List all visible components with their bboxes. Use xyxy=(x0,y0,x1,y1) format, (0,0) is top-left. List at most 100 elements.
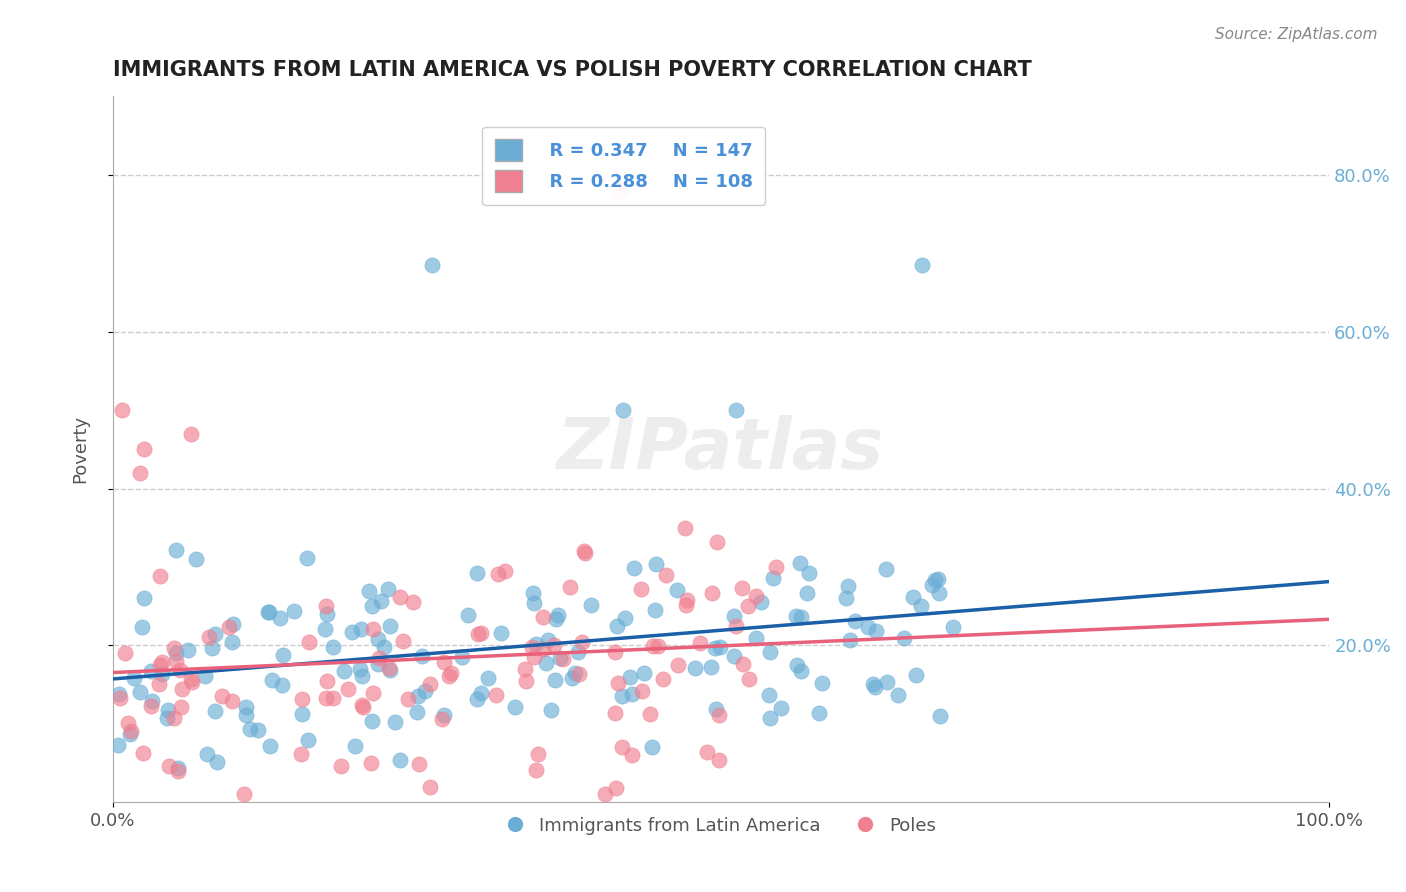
blue xyxy=(373,640,395,654)
blue xyxy=(837,579,859,593)
pink xyxy=(392,633,415,648)
pink xyxy=(114,646,136,660)
blue xyxy=(271,678,294,692)
blue xyxy=(350,669,373,683)
pink xyxy=(108,691,131,706)
blue xyxy=(523,595,546,609)
pink xyxy=(439,669,461,683)
pink xyxy=(149,657,172,672)
blue xyxy=(858,620,880,634)
blue xyxy=(641,739,664,754)
pink xyxy=(157,758,180,772)
pink xyxy=(361,622,384,636)
pink xyxy=(572,544,595,558)
blue xyxy=(543,673,565,687)
pink xyxy=(603,644,626,658)
blue xyxy=(222,617,245,632)
blue xyxy=(544,612,567,626)
blue xyxy=(333,664,356,678)
blue xyxy=(540,703,562,717)
blue xyxy=(420,258,443,272)
pink xyxy=(485,689,508,703)
pink xyxy=(350,698,373,712)
blue xyxy=(619,670,641,684)
blue xyxy=(762,571,785,585)
blue xyxy=(924,573,946,587)
pink xyxy=(696,745,718,759)
pink xyxy=(290,747,312,762)
blue xyxy=(790,609,813,624)
blue xyxy=(470,686,492,700)
blue xyxy=(796,586,818,600)
blue xyxy=(633,666,655,681)
blue xyxy=(107,688,129,702)
blue xyxy=(564,666,586,681)
blue xyxy=(239,723,262,737)
blue xyxy=(165,543,187,558)
blue xyxy=(165,646,187,660)
pink xyxy=(655,567,678,582)
blue xyxy=(413,684,436,698)
blue xyxy=(465,566,488,581)
pink xyxy=(197,630,219,644)
pink xyxy=(765,560,787,574)
blue xyxy=(221,634,243,648)
pink xyxy=(707,708,730,723)
Text: Source: ZipAtlas.com: Source: ZipAtlas.com xyxy=(1215,27,1378,42)
blue xyxy=(195,747,218,761)
blue xyxy=(810,676,832,690)
pink xyxy=(180,675,202,690)
blue xyxy=(297,733,319,747)
blue xyxy=(876,674,898,689)
blue xyxy=(291,706,314,721)
blue xyxy=(579,598,602,612)
pink xyxy=(298,635,321,649)
blue xyxy=(184,551,207,566)
blue xyxy=(314,622,336,636)
blue xyxy=(259,739,281,754)
pink xyxy=(524,764,547,778)
blue xyxy=(377,582,399,597)
blue xyxy=(799,566,821,580)
pink xyxy=(526,747,548,761)
blue xyxy=(835,591,858,605)
pink xyxy=(132,442,155,457)
blue xyxy=(361,714,384,729)
blue xyxy=(928,586,950,600)
pink xyxy=(470,625,492,640)
pink xyxy=(700,586,723,600)
blue xyxy=(534,656,557,670)
pink xyxy=(724,619,747,633)
pink xyxy=(640,706,662,721)
blue xyxy=(271,648,294,663)
blue xyxy=(340,625,363,640)
blue xyxy=(406,689,429,703)
pink xyxy=(165,654,187,668)
blue xyxy=(378,663,401,677)
pink xyxy=(571,634,593,648)
blue xyxy=(887,688,910,702)
pink xyxy=(179,426,201,441)
pink xyxy=(111,403,134,417)
pink xyxy=(388,591,411,605)
pink xyxy=(676,593,699,607)
pink xyxy=(689,636,711,650)
blue xyxy=(610,689,633,703)
blue xyxy=(927,572,949,586)
blue xyxy=(256,605,278,619)
pink xyxy=(641,639,664,653)
Y-axis label: Poverty: Poverty xyxy=(72,416,89,483)
blue xyxy=(921,578,943,592)
blue xyxy=(942,620,965,634)
pink xyxy=(353,699,375,714)
blue xyxy=(204,626,226,640)
blue xyxy=(703,641,725,656)
pink xyxy=(132,746,155,760)
pink xyxy=(558,580,581,594)
blue xyxy=(704,702,727,716)
pink xyxy=(148,677,170,691)
blue xyxy=(457,607,479,622)
blue xyxy=(283,604,305,618)
Legend: Immigrants from Latin America, Poles: Immigrants from Latin America, Poles xyxy=(499,810,943,843)
blue xyxy=(665,583,688,598)
